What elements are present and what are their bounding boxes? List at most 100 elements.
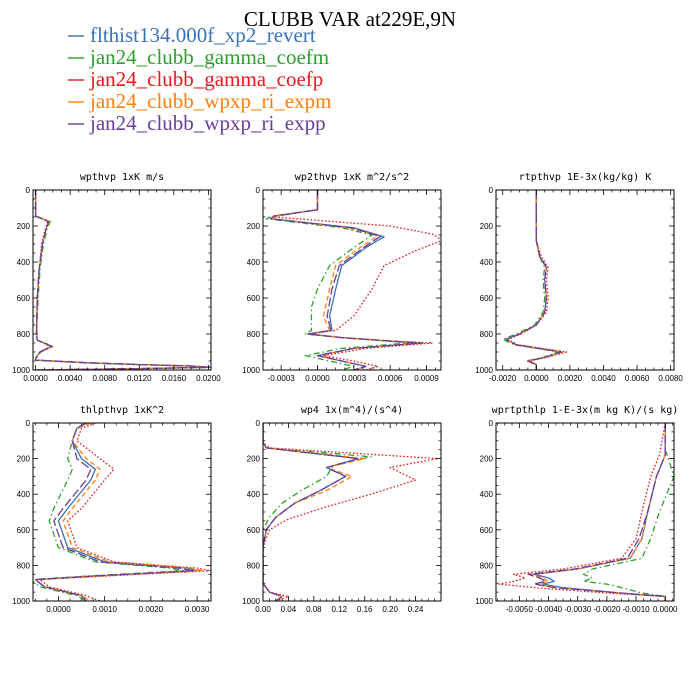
series-line [34,423,203,601]
y-tick-label: 600 [480,526,494,535]
series-line [273,190,441,370]
x-tick-label: 0.20 [382,605,398,614]
y-tick-label: 400 [247,258,261,267]
series-line [34,190,211,370]
series-line [34,190,210,370]
x-tick-label: 0.0010 [92,605,117,614]
y-tick-label: 200 [17,222,31,231]
y-tick-label: 600 [17,294,31,303]
x-tick-label: 0.0006 [378,374,403,383]
chart-panel: wpthvp 1xK m/s 0.0000 0.0040 0.0080 0.0120 0.… [12,172,221,383]
chart-panel: wp2thvp 1xK m^2/s^2 -0.0003 0.0000 0.0003 0.… [242,172,442,383]
series-line [39,423,211,601]
series-line [527,423,666,601]
panel-title: wprtpthlp 1-E-3x(m kg K)/(s kg) [492,405,679,416]
x-tick-label: 0.00 [255,605,271,614]
series-line [34,423,194,601]
x-tick-label: 0.12 [331,605,347,614]
legend-label: jan24_clubb_gamma_coefm [89,45,329,69]
series-line [272,190,425,370]
x-tick-label: 0.0030 [185,605,210,614]
y-tick-label: 1000 [475,597,493,606]
plot-frame [495,189,675,371]
y-tick-label: 800 [17,330,31,339]
x-tick-label: 0.0040 [58,374,83,383]
legend-label: jan24_clubb_wpxp_ri_expp [89,111,326,135]
y-tick-label: 1000 [12,597,30,606]
series-line [507,190,568,370]
x-tick-label: 0.0200 [196,374,221,383]
series-line [34,190,211,370]
legend-entry: jan24_clubb_gamma_coefp [68,67,323,91]
y-tick-label: 0 [489,419,494,428]
y-tick-label: 1000 [242,366,260,375]
series-line [269,190,424,370]
x-tick-label: 0.24 [408,605,424,614]
x-tick-label: 0.0000 [305,374,330,383]
x-tick-label: 0.0000 [46,605,71,614]
series-line [263,423,439,601]
x-tick-label: 0.08 [306,605,322,614]
legend-label: jan24_clubb_wpxp_ri_expm [89,89,331,113]
y-tick-label: 800 [17,561,31,570]
y-tick-label: 200 [17,455,31,464]
x-tick-label: 0.0000 [23,374,48,383]
panel-title: rtpthvp 1E-3x(kg/kg) K [519,172,651,183]
y-tick-label: 800 [247,330,261,339]
legend-label: jan24_clubb_gamma_coefp [89,67,323,91]
panel-title: wp2thvp 1xK m^2/s^2 [295,172,409,183]
y-tick-label: 400 [247,490,261,499]
y-tick-label: 600 [247,294,261,303]
legend-entry: flthist134.000f_xp2_revert [68,23,316,47]
x-tick-label: 0.04 [281,605,297,614]
figure-title: CLUBB VAR at229E,9N [244,7,456,31]
panel-title: wp4 1x(m^4)/(s^4) [301,405,403,416]
x-tick-label: -0.0010 [622,605,650,614]
x-tick-label: -0.0040 [535,605,563,614]
x-tick-label: 0.0003 [342,374,367,383]
x-tick-label: 0.0020 [558,374,583,383]
y-tick-label: 600 [480,294,494,303]
plot-frame [32,189,212,371]
panel-title: wpthvp 1xK m/s [80,172,164,183]
y-tick-label: 600 [17,526,31,535]
x-tick-label: -0.0050 [506,605,534,614]
panel-title: thlpthvp 1xK^2 [80,405,164,416]
y-tick-label: 200 [480,455,494,464]
chart-panel: wprtpthlp 1-E-3x(m kg K)/(s kg)-0.0050 -0… [475,405,678,614]
legend-label: flthist134.000f_xp2_revert [90,23,316,47]
series-line [582,423,674,601]
x-tick-label: -0.0020 [489,374,517,383]
y-tick-label: 200 [480,222,494,231]
series-line [33,423,184,601]
y-tick-label: 1000 [242,597,260,606]
x-tick-label: -0.0003 [268,374,296,383]
series-line [530,423,666,601]
series-line [533,423,666,601]
y-tick-label: 800 [480,330,494,339]
y-tick-label: 0 [489,186,494,195]
y-tick-label: 800 [480,561,494,570]
series-line [498,423,666,601]
y-tick-label: 0 [26,419,31,428]
y-tick-label: 200 [247,455,261,464]
series-line [505,190,563,370]
y-tick-label: 0 [256,419,261,428]
x-tick-label: -0.0030 [564,605,592,614]
x-tick-label: 0.0080 [658,374,683,383]
legend: flthist134.000f_xp2_revertjan24_clubb_ga… [68,23,331,135]
x-tick-label: -0.0020 [593,605,621,614]
series-line [270,190,422,370]
x-tick-label: 0.0000 [653,605,678,614]
y-tick-label: 400 [480,258,494,267]
legend-entry: jan24_clubb_gamma_coefm [68,45,329,69]
x-tick-label: 0.0080 [92,374,117,383]
y-tick-label: 200 [247,222,261,231]
y-tick-label: 600 [247,526,261,535]
series-line [263,423,360,601]
x-tick-label: 0.0120 [127,374,152,383]
y-tick-label: 400 [17,490,31,499]
y-tick-label: 800 [247,561,261,570]
y-tick-label: 400 [17,258,31,267]
y-tick-label: 1000 [475,366,493,375]
